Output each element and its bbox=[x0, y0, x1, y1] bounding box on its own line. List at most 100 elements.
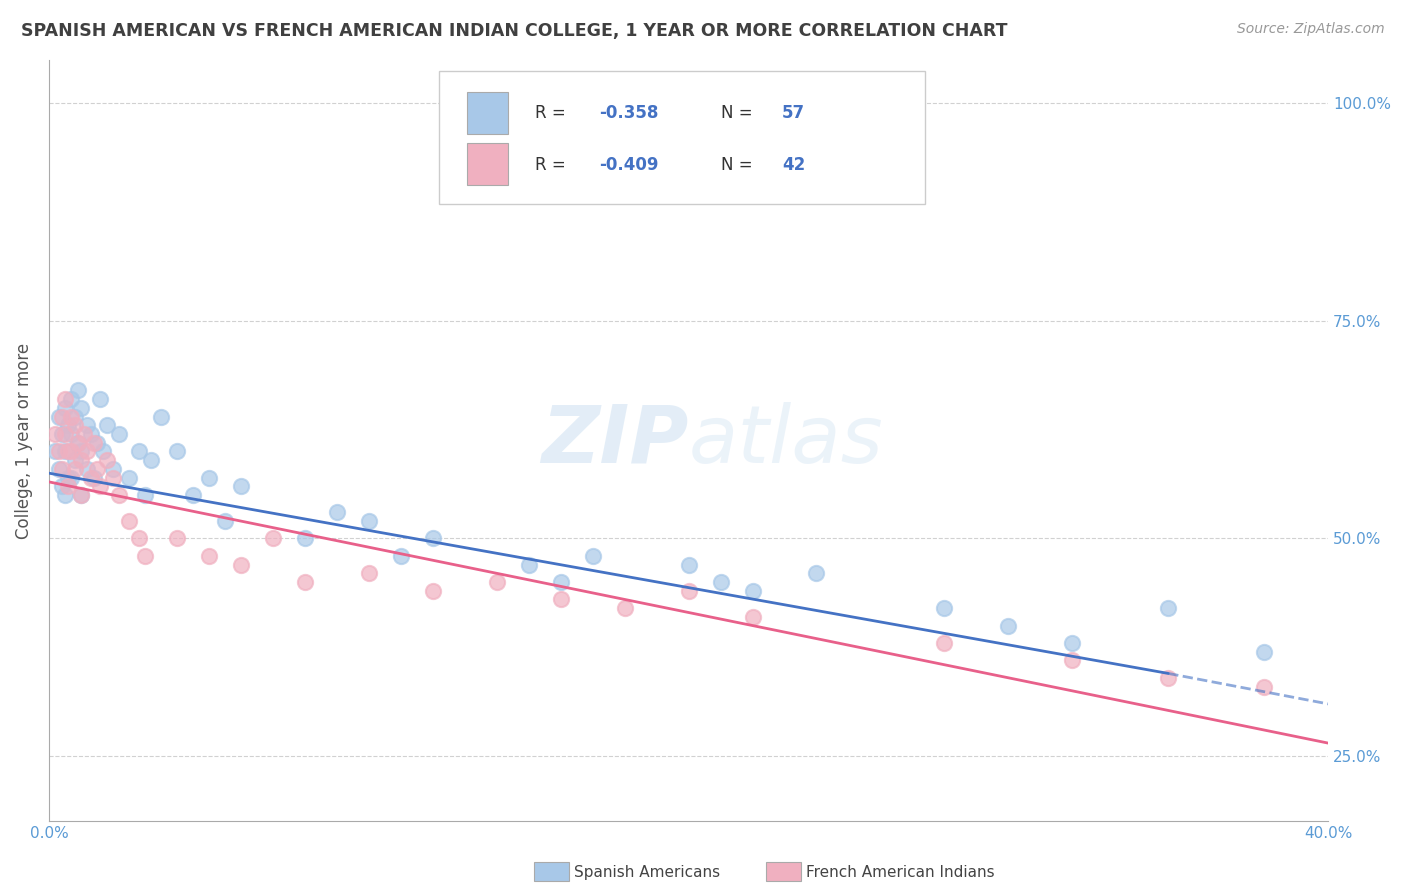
Point bbox=[101, 470, 124, 484]
Point bbox=[51, 462, 73, 476]
Point bbox=[550, 574, 572, 589]
FancyBboxPatch shape bbox=[467, 144, 508, 186]
Text: 57: 57 bbox=[782, 104, 806, 122]
Point bbox=[76, 462, 98, 476]
Point bbox=[181, 488, 204, 502]
Point bbox=[613, 601, 636, 615]
Point bbox=[56, 470, 79, 484]
Point bbox=[63, 409, 86, 424]
Text: R =: R = bbox=[536, 156, 571, 174]
Point bbox=[198, 549, 221, 563]
Text: 42: 42 bbox=[782, 156, 806, 174]
Point bbox=[294, 532, 316, 546]
Point bbox=[422, 532, 444, 546]
Text: French American Indians: French American Indians bbox=[806, 865, 994, 880]
Point bbox=[53, 392, 76, 407]
Point bbox=[550, 592, 572, 607]
Point bbox=[485, 574, 508, 589]
FancyBboxPatch shape bbox=[467, 92, 508, 134]
Text: SPANISH AMERICAN VS FRENCH AMERICAN INDIAN COLLEGE, 1 YEAR OR MORE CORRELATION C: SPANISH AMERICAN VS FRENCH AMERICAN INDI… bbox=[21, 22, 1008, 40]
Point bbox=[389, 549, 412, 563]
Point bbox=[326, 505, 349, 519]
Point bbox=[44, 427, 66, 442]
Point bbox=[89, 479, 111, 493]
Point bbox=[934, 636, 956, 650]
Point bbox=[60, 427, 83, 442]
Point bbox=[741, 610, 763, 624]
Point bbox=[66, 435, 89, 450]
Point bbox=[86, 435, 108, 450]
Point bbox=[108, 488, 131, 502]
Point bbox=[60, 470, 83, 484]
Point bbox=[70, 488, 93, 502]
Point bbox=[63, 462, 86, 476]
Text: -0.358: -0.358 bbox=[599, 104, 658, 122]
Point bbox=[1157, 601, 1180, 615]
Point bbox=[1062, 636, 1084, 650]
Point bbox=[678, 583, 700, 598]
Point bbox=[229, 558, 252, 572]
Point bbox=[76, 418, 98, 433]
Text: Source: ZipAtlas.com: Source: ZipAtlas.com bbox=[1237, 22, 1385, 37]
Point bbox=[1253, 680, 1275, 694]
Point bbox=[581, 549, 603, 563]
Point bbox=[166, 532, 188, 546]
Point bbox=[79, 427, 101, 442]
Point bbox=[806, 566, 828, 581]
Point bbox=[51, 409, 73, 424]
Point bbox=[51, 427, 73, 442]
Point bbox=[166, 444, 188, 458]
Point bbox=[1157, 671, 1180, 685]
Point bbox=[134, 488, 156, 502]
Point bbox=[89, 392, 111, 407]
Point bbox=[134, 549, 156, 563]
Point bbox=[83, 435, 105, 450]
Text: N =: N = bbox=[720, 156, 758, 174]
Point bbox=[63, 453, 86, 467]
Y-axis label: College, 1 year or more: College, 1 year or more bbox=[15, 343, 32, 539]
Point bbox=[141, 453, 163, 467]
Text: Spanish Americans: Spanish Americans bbox=[574, 865, 720, 880]
Point bbox=[83, 470, 105, 484]
Point bbox=[70, 453, 93, 467]
Point bbox=[149, 409, 172, 424]
Point bbox=[1253, 645, 1275, 659]
Point bbox=[51, 479, 73, 493]
Point bbox=[53, 444, 76, 458]
Point bbox=[294, 574, 316, 589]
Point bbox=[44, 444, 66, 458]
Point bbox=[66, 384, 89, 398]
Text: ZIP: ZIP bbox=[541, 401, 689, 480]
Point bbox=[678, 558, 700, 572]
Point bbox=[96, 453, 118, 467]
Point bbox=[53, 427, 76, 442]
Point bbox=[91, 444, 114, 458]
Point bbox=[48, 409, 70, 424]
Point bbox=[517, 558, 540, 572]
Point bbox=[108, 427, 131, 442]
Point bbox=[934, 601, 956, 615]
Point bbox=[214, 514, 236, 528]
Point bbox=[229, 479, 252, 493]
Point bbox=[66, 435, 89, 450]
Text: N =: N = bbox=[720, 104, 758, 122]
Point bbox=[101, 462, 124, 476]
Point bbox=[128, 444, 150, 458]
Text: R =: R = bbox=[536, 104, 571, 122]
Point bbox=[997, 618, 1019, 632]
Point bbox=[79, 470, 101, 484]
Point bbox=[48, 462, 70, 476]
Point bbox=[709, 574, 731, 589]
Point bbox=[56, 444, 79, 458]
Point bbox=[53, 401, 76, 415]
Point bbox=[76, 444, 98, 458]
Point bbox=[48, 444, 70, 458]
Point bbox=[422, 583, 444, 598]
Point bbox=[262, 532, 284, 546]
Point bbox=[741, 583, 763, 598]
FancyBboxPatch shape bbox=[439, 71, 925, 204]
Point bbox=[70, 401, 93, 415]
Point bbox=[118, 470, 141, 484]
Point bbox=[357, 514, 380, 528]
Text: atlas: atlas bbox=[689, 401, 883, 480]
